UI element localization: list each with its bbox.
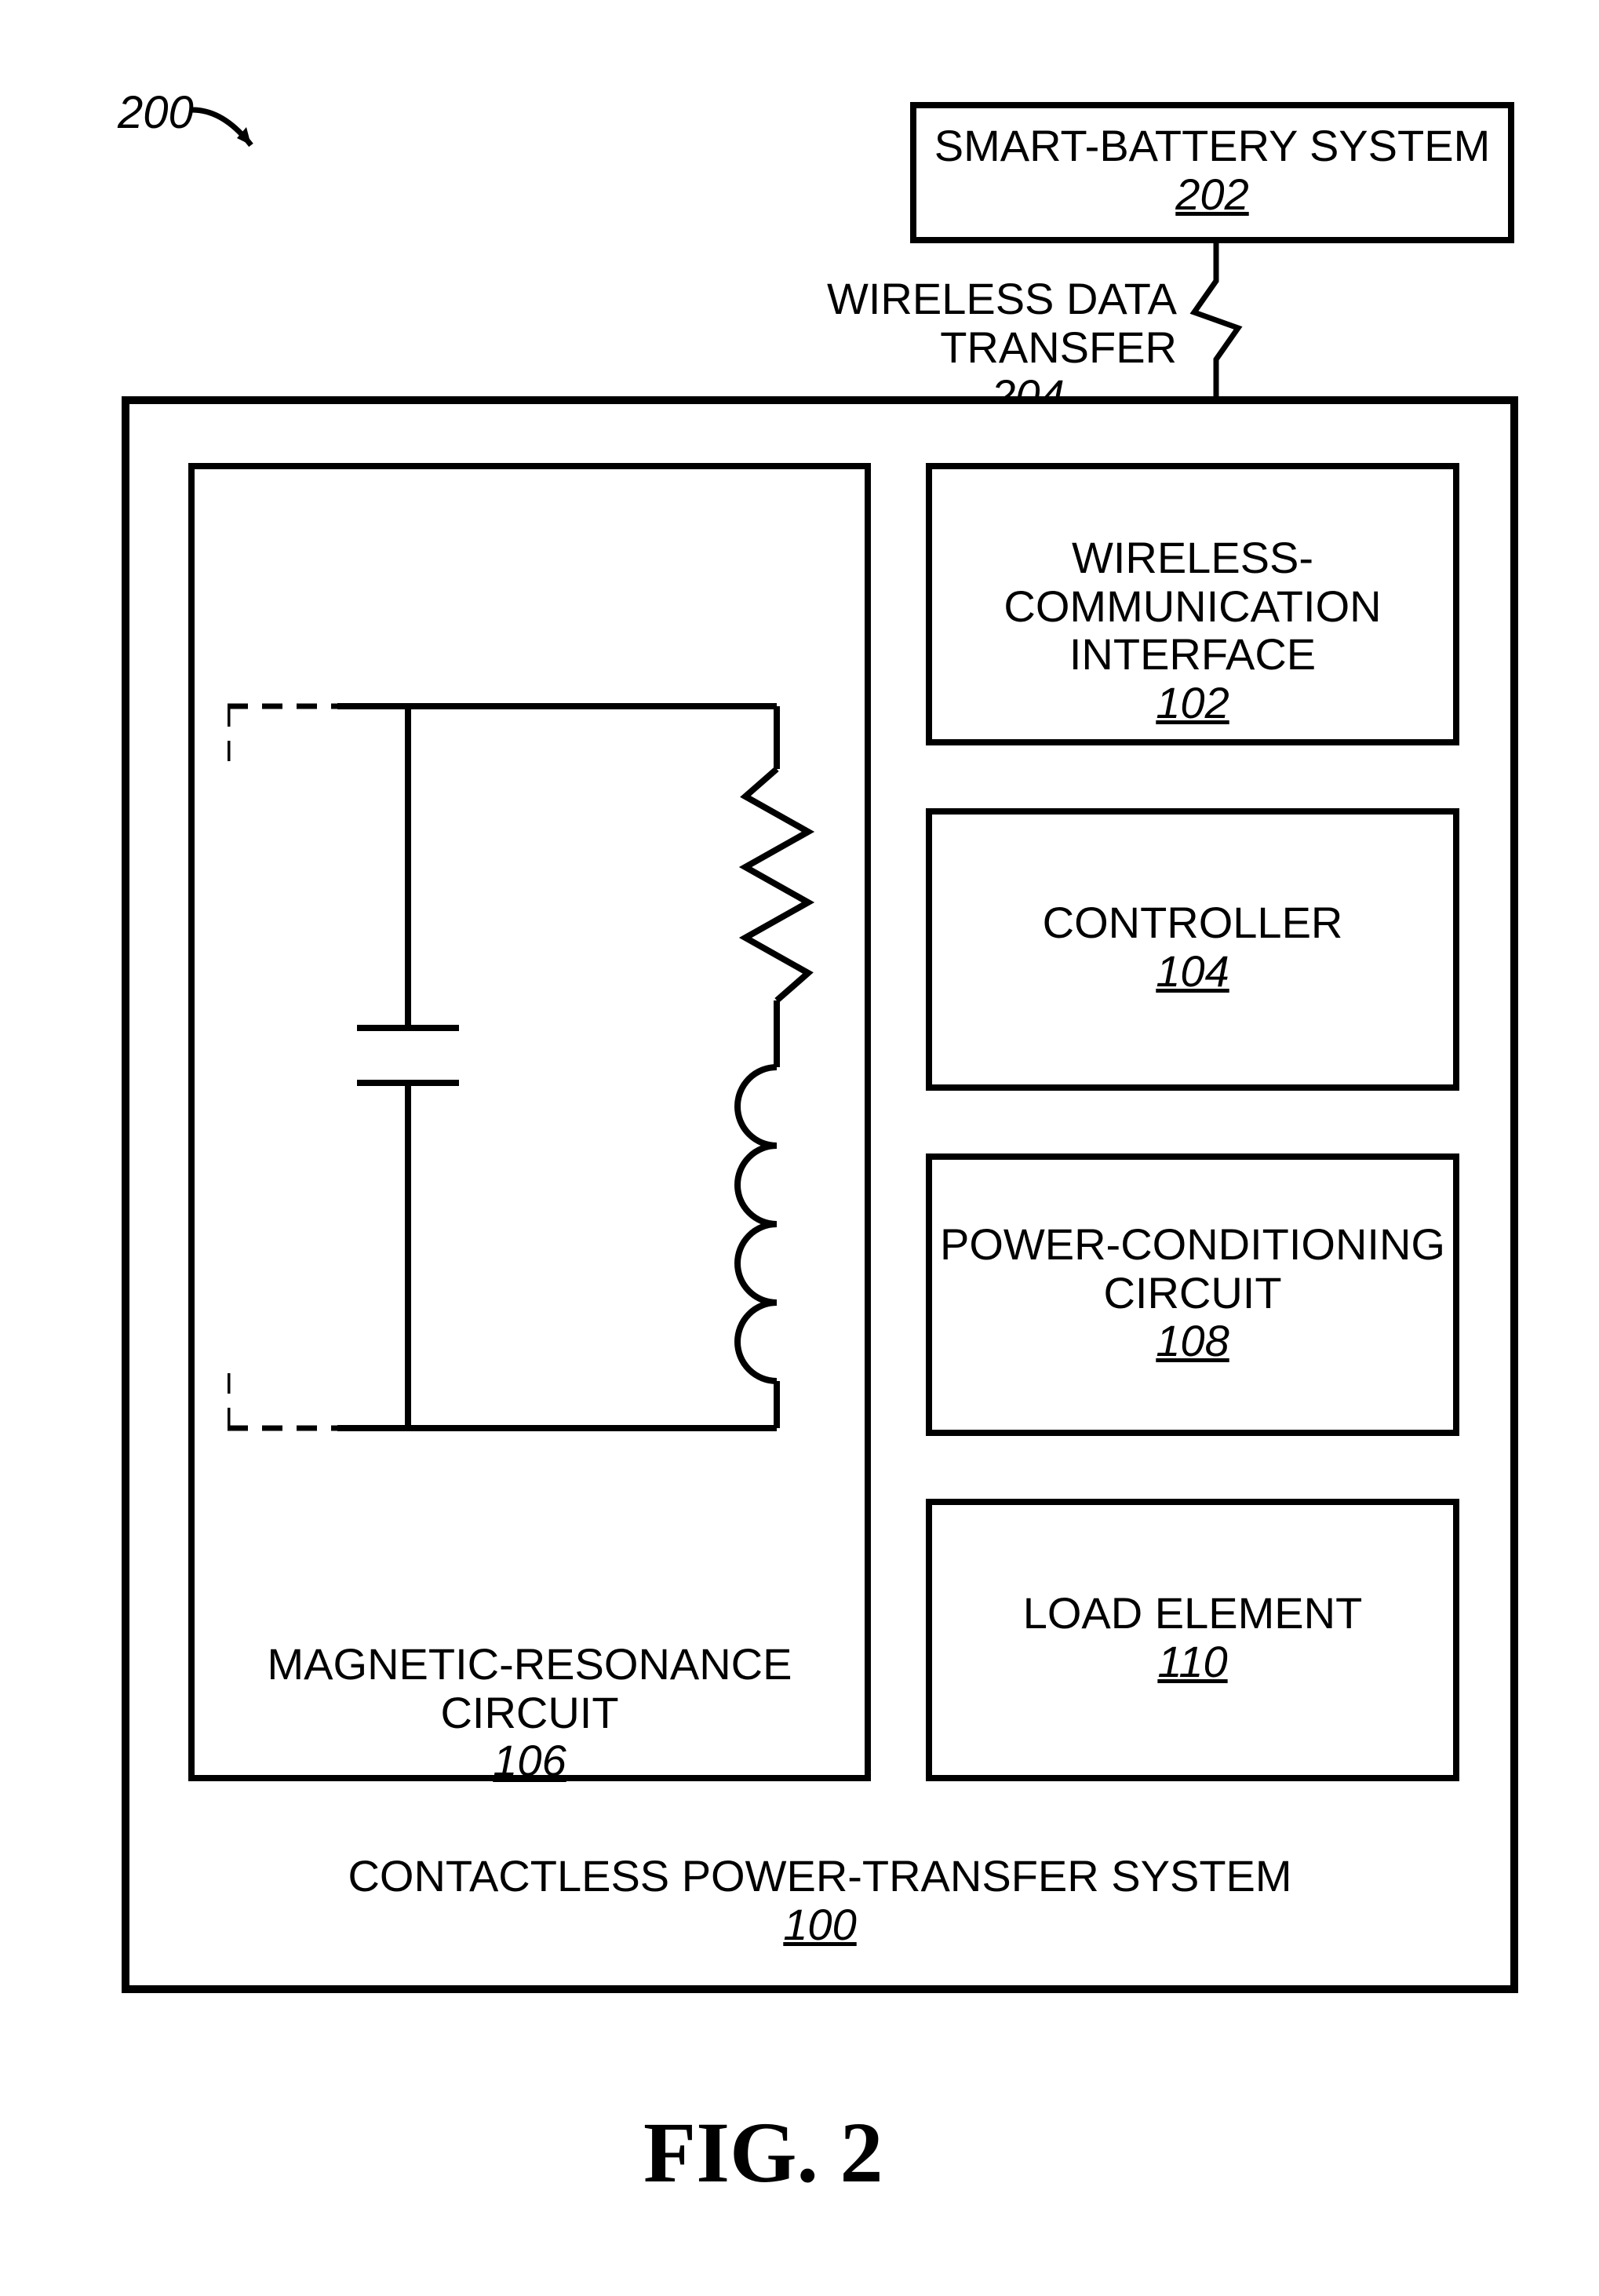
load-text: LOAD ELEMENT [1023, 1588, 1363, 1638]
smart-battery-label: SMART-BATTERY SYSTEM 202 [910, 122, 1514, 218]
power-conditioning-label: POWER-CONDITIONING CIRCUIT 108 [926, 1220, 1459, 1365]
wireless-comm-label: WIRELESS-COMMUNICATION INTERFACE 102 [926, 534, 1459, 727]
wci-text: WIRELESS-COMMUNICATION INTERFACE [1003, 533, 1381, 679]
pcc-ref: 108 [1156, 1316, 1229, 1365]
controller-label: CONTROLLER 104 [926, 898, 1459, 995]
fig-caption-text: FIG. 2 [643, 2105, 883, 2200]
wci-ref: 102 [1156, 678, 1229, 727]
magnetic-resonance-label: MAGNETIC-RESONANCE CIRCUIT 106 [188, 1640, 871, 1785]
ctrl-ref: 104 [1156, 946, 1229, 996]
cpts-label: CONTACTLESS POWER-TRANSFER SYSTEM 100 [122, 1852, 1518, 1948]
mrc-ref: 106 [493, 1736, 566, 1785]
pcc-text: POWER-CONDITIONING CIRCUIT [940, 1219, 1445, 1317]
diagram-page: 200 SMART-BATTERY SYSTEM 202 WIRELESS DA… [0, 0, 1599, 2296]
load-element-label: LOAD ELEMENT 110 [926, 1589, 1459, 1686]
cpts-text: CONTACTLESS POWER-TRANSFER SYSTEM [348, 1851, 1291, 1901]
wdt-text: WIRELESS DATA TRANSFER [827, 274, 1177, 372]
load-ref: 110 [1157, 1637, 1227, 1686]
ctrl-text: CONTROLLER [1043, 898, 1343, 947]
figure-ref-200: 200 [118, 86, 194, 139]
fig-ref-text: 200 [118, 87, 194, 138]
smart-battery-text: SMART-BATTERY SYSTEM [934, 121, 1490, 170]
figure-caption: FIG. 2 [643, 2103, 883, 2203]
cpts-ref: 100 [783, 1900, 856, 1949]
curved-arrow-icon [188, 102, 282, 173]
smart-battery-ref: 202 [1175, 169, 1248, 219]
mrc-text: MAGNETIC-RESONANCE CIRCUIT [268, 1639, 792, 1737]
rlc-circuit-icon [228, 565, 832, 1585]
